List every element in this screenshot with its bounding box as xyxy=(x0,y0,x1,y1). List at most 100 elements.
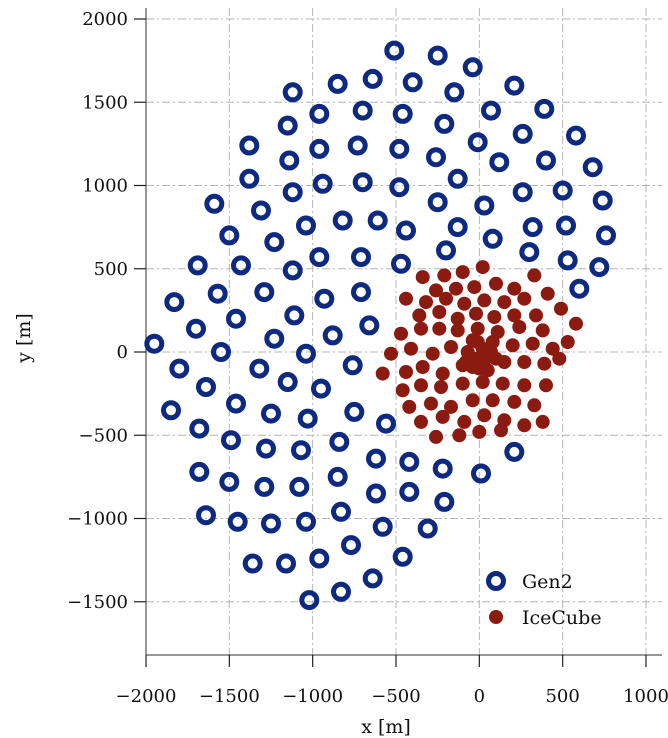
gen2-point xyxy=(522,217,543,238)
gen2-point xyxy=(299,590,320,611)
gen2-point xyxy=(289,476,310,497)
icecube-point xyxy=(507,281,522,296)
gen2-point xyxy=(519,242,540,263)
gen2-point xyxy=(309,138,330,159)
gen2-point xyxy=(552,180,573,201)
gen2-point xyxy=(342,355,363,376)
gen2-point xyxy=(226,393,246,414)
gen2-point xyxy=(284,305,305,326)
icecube-point xyxy=(469,306,483,321)
icecube-point xyxy=(535,323,550,338)
icecube-point xyxy=(507,308,522,323)
gen2-point xyxy=(399,481,420,502)
gen2-point xyxy=(556,215,576,236)
icecube-point xyxy=(540,286,555,301)
gen2-series xyxy=(144,40,616,611)
icecube-point xyxy=(415,360,430,374)
gen2-point xyxy=(189,418,210,439)
icecube-point xyxy=(399,365,413,379)
gen2-point xyxy=(204,193,225,214)
gen2-point xyxy=(261,403,281,424)
icecube-point xyxy=(545,341,560,356)
gen2-point xyxy=(512,123,533,144)
icecube-point xyxy=(505,338,520,353)
gen2-point xyxy=(161,400,181,421)
icecube-point xyxy=(560,335,575,349)
gen2-point xyxy=(277,372,298,392)
icecube-point xyxy=(394,326,408,341)
gen2-point xyxy=(359,315,380,336)
gen2-point xyxy=(376,413,396,434)
x-tick-label: −500 xyxy=(371,686,420,707)
icecube-point xyxy=(465,393,480,408)
gen2-point xyxy=(344,401,365,422)
gen2-point xyxy=(189,461,210,482)
gen2-point xyxy=(309,103,330,124)
y-ticks: −1500 −1000 −500 0 500 1000 1500 2000 xyxy=(67,9,146,613)
gen2-point xyxy=(392,546,413,567)
x-tick-label: 0 xyxy=(474,686,485,707)
gen2-point xyxy=(391,253,411,274)
gen2-point xyxy=(251,200,271,221)
gen2-point xyxy=(434,113,455,134)
gen2-point xyxy=(489,152,510,173)
gen2-point xyxy=(256,438,276,459)
icecube-point xyxy=(404,341,418,356)
gen2-point xyxy=(467,132,488,153)
gen2-point xyxy=(592,190,613,211)
icecube-point xyxy=(487,310,502,324)
gen2-point xyxy=(164,292,185,313)
icecube-point xyxy=(414,378,428,393)
gen2-point xyxy=(447,217,468,238)
gen2-point xyxy=(504,441,525,462)
gen2-point xyxy=(296,511,316,532)
icecube-point xyxy=(424,396,438,411)
gen2-point xyxy=(331,581,351,602)
x-tick-label: 1000 xyxy=(623,686,668,707)
icecube-point xyxy=(489,351,503,366)
icecube-point xyxy=(475,375,490,389)
icecube-point xyxy=(517,418,532,433)
icecube-point xyxy=(412,308,427,323)
icecube-point xyxy=(527,398,542,413)
gen2-point xyxy=(327,466,348,487)
gen2-point xyxy=(434,491,455,512)
gen2-point xyxy=(366,483,386,504)
icecube-point xyxy=(457,296,472,311)
gen2-point xyxy=(426,147,446,168)
icecube-point xyxy=(554,301,568,316)
icecube-point xyxy=(435,409,450,424)
gen2-point xyxy=(427,192,448,213)
y-tick-label: 1500 xyxy=(82,92,128,113)
x-tick-label: 500 xyxy=(545,686,579,707)
gen2-point xyxy=(504,75,525,96)
x-tick-label: −2000 xyxy=(116,686,177,707)
icecube-series xyxy=(375,260,583,444)
gen2-point xyxy=(261,513,281,534)
gen2-point xyxy=(239,168,260,189)
icecube-point xyxy=(449,281,463,296)
icecube-point xyxy=(457,414,472,429)
gen2-point xyxy=(384,40,405,61)
icecube-point xyxy=(569,316,583,331)
icecube-point xyxy=(444,399,458,414)
gen2-point xyxy=(332,210,353,231)
gen2-point xyxy=(362,568,383,589)
gen2-point xyxy=(219,225,240,246)
gen2-point xyxy=(352,172,373,193)
icecube-point xyxy=(459,355,473,369)
gen2-point xyxy=(296,343,316,364)
y-tick-label: −500 xyxy=(79,425,128,446)
icecube-point xyxy=(494,423,508,438)
gen2-point xyxy=(389,177,410,198)
icecube-point xyxy=(527,268,542,283)
icecube-point xyxy=(429,283,443,298)
gen2-point xyxy=(389,138,410,159)
icecube-point xyxy=(444,340,458,354)
gen2-point xyxy=(211,342,231,362)
icecube-point xyxy=(539,378,553,393)
icecube-point xyxy=(399,291,413,306)
gen2-point xyxy=(196,505,216,526)
icecube-point xyxy=(517,355,532,369)
gen2-point xyxy=(277,115,298,136)
